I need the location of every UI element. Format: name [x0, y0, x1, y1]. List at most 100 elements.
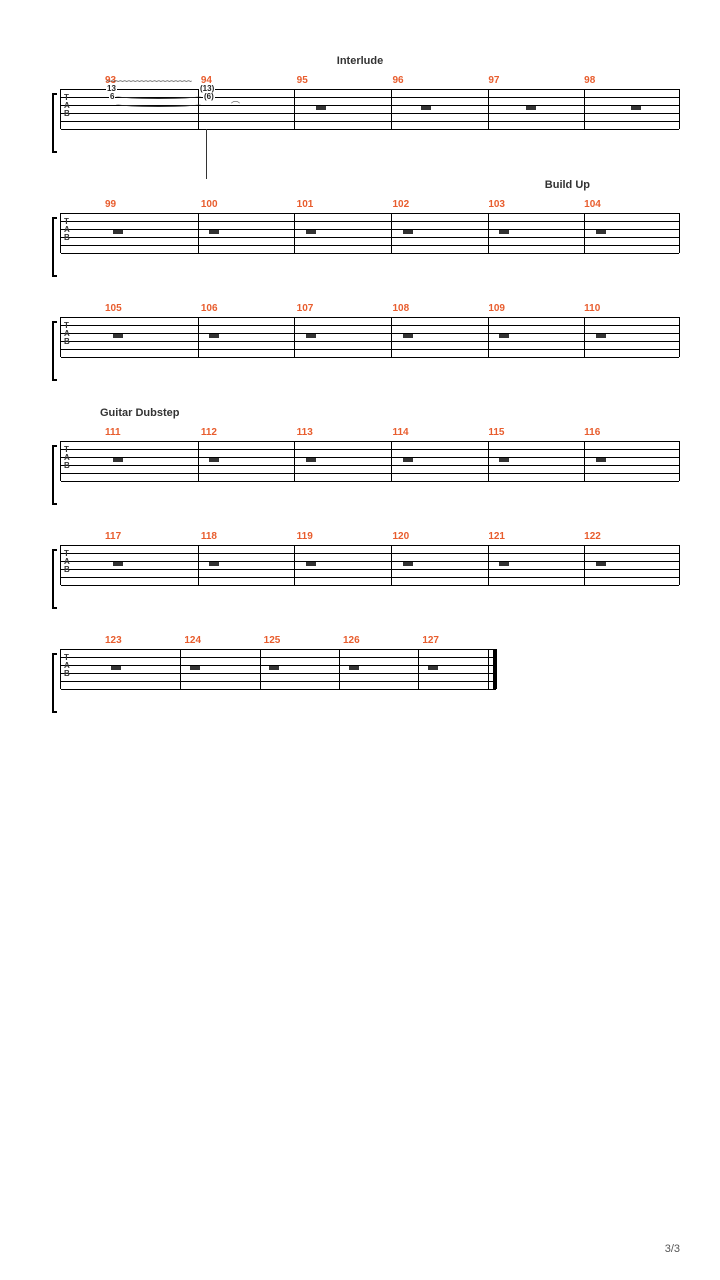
tab-clef-label: TAB	[64, 322, 69, 346]
measure-number: 98	[584, 75, 680, 86]
staff-line	[61, 253, 679, 254]
measure-number: 116	[584, 427, 680, 438]
measure-numbers-row: 111112113114115116	[105, 427, 680, 438]
staff-line	[61, 213, 679, 214]
staff-line	[61, 317, 679, 318]
rest-mark	[403, 458, 413, 462]
staff-container: 939495969798 TAB~~~~~~~~~~~~~~~~~~~~136(1…	[60, 75, 680, 129]
rest-mark	[209, 458, 219, 462]
barline	[391, 213, 392, 253]
staff-line	[61, 649, 496, 650]
rest-mark	[113, 230, 123, 234]
measure-number: 124	[184, 635, 263, 646]
staff-line	[61, 473, 679, 474]
barline	[294, 317, 295, 357]
barline	[198, 317, 199, 357]
measure-number: 96	[392, 75, 488, 86]
rest-mark	[209, 334, 219, 338]
measure-number: 112	[201, 427, 297, 438]
staff-system: Build Up 99100101102103104 TAB	[40, 179, 680, 253]
measure-number: 123	[105, 635, 184, 646]
rest-mark	[113, 458, 123, 462]
staff-line	[61, 237, 679, 238]
staff-line	[61, 465, 679, 466]
rest-mark	[306, 562, 316, 566]
measure-number: 113	[297, 427, 393, 438]
barline	[198, 545, 199, 585]
barline	[584, 317, 585, 357]
rest-mark	[403, 334, 413, 338]
measure-number: 119	[297, 531, 393, 542]
staff-container: 105106107108109110 TAB	[60, 303, 680, 357]
staff-line	[61, 457, 679, 458]
staff-line	[61, 349, 679, 350]
barline	[418, 649, 419, 689]
measure-number: 126	[343, 635, 422, 646]
note-stem	[206, 129, 207, 179]
measure-number: 99	[105, 199, 201, 210]
staff-line	[61, 689, 496, 690]
measure-number: 106	[201, 303, 297, 314]
tab-staff: TAB	[60, 649, 497, 689]
staff-line	[61, 481, 679, 482]
section-label: Build Up	[40, 179, 590, 191]
measure-number: 117	[105, 531, 201, 542]
vibrato-marking: ~~~~~~~~~~~~~~~~~~~~	[106, 76, 191, 86]
staff-system: 117118119120121122 TAB	[40, 531, 680, 585]
barline	[260, 649, 261, 689]
rest-mark	[428, 666, 438, 670]
tie-curve	[116, 101, 201, 107]
staff-line	[61, 673, 496, 674]
staff-line	[61, 553, 679, 554]
barline	[488, 89, 489, 129]
barline	[339, 649, 340, 689]
staff-line	[61, 129, 679, 130]
measure-numbers-row: 99100101102103104	[105, 199, 680, 210]
tab-clef-label: TAB	[64, 654, 69, 678]
rest-mark	[316, 106, 326, 110]
measure-number: 100	[201, 199, 297, 210]
tab-staff: TAB	[60, 213, 680, 253]
barline	[294, 441, 295, 481]
rest-mark	[269, 666, 279, 670]
staff-line	[61, 121, 679, 122]
tab-staff: TAB	[60, 317, 680, 357]
system-bracket	[52, 653, 57, 713]
system-bracket	[52, 445, 57, 505]
measure-number: 108	[392, 303, 488, 314]
final-barline	[493, 649, 496, 689]
rest-mark	[209, 562, 219, 566]
rest-mark	[403, 562, 413, 566]
staff-line	[61, 89, 679, 90]
system-bracket	[52, 93, 57, 153]
barline	[391, 317, 392, 357]
measure-numbers-row: 117118119120121122	[105, 531, 680, 542]
staff-line	[61, 341, 679, 342]
slide-mark: ⌒	[231, 99, 240, 112]
measure-numbers-row: 939495969798	[105, 75, 680, 86]
measure-number: 111	[105, 427, 201, 438]
measure-number: 102	[392, 199, 488, 210]
rest-mark	[111, 666, 121, 670]
rest-mark	[306, 230, 316, 234]
staff-system: Interlude939495969798TAB~~~~~~~~~~~~~~~~…	[40, 55, 680, 129]
rest-mark	[596, 230, 606, 234]
staff-container: 99100101102103104 TAB	[60, 199, 680, 253]
measure-numbers-row: 105106107108109110	[105, 303, 680, 314]
tab-staff: TAB~~~~~~~~~~~~~~~~~~~~136(13)(6)⌒	[60, 89, 680, 129]
rest-mark	[421, 106, 431, 110]
rest-mark	[499, 230, 509, 234]
staff-line	[61, 569, 679, 570]
rest-mark	[349, 666, 359, 670]
measure-numbers-row: 123124125126127	[105, 635, 680, 646]
measure-number: 120	[392, 531, 488, 542]
measure-number: 122	[584, 531, 680, 542]
rest-mark	[499, 458, 509, 462]
tab-staff: TAB	[60, 545, 680, 585]
rest-mark	[190, 666, 200, 670]
measure-number: 121	[488, 531, 584, 542]
measure-number: 110	[584, 303, 680, 314]
staff-line	[61, 561, 679, 562]
rest-mark	[499, 562, 509, 566]
staff-line	[61, 545, 679, 546]
